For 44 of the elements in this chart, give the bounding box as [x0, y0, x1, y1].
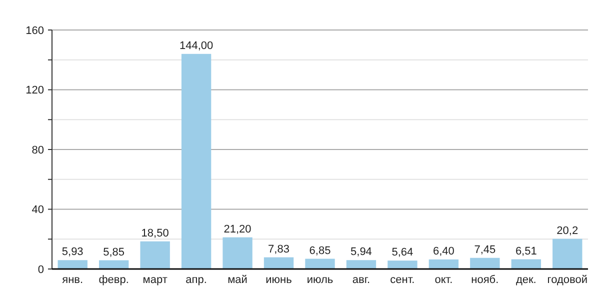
bar [181, 54, 212, 269]
x-tick-label: сент. [390, 274, 415, 286]
data-label: 7,45 [474, 244, 496, 256]
y-tick-label: 160 [26, 24, 44, 37]
bar [511, 259, 541, 269]
data-label: 6,85 [309, 244, 331, 257]
x-tick-label: годовой [547, 274, 588, 286]
x-tick-label: июнь [266, 274, 292, 286]
bar [222, 237, 252, 269]
x-tick-label: авг. [352, 274, 370, 286]
y-tick-label: 40 [32, 204, 44, 216]
x-tick-label: дек. [516, 274, 536, 286]
data-label: 5,64 [392, 246, 414, 259]
x-tick-label: февр. [98, 274, 129, 286]
y-tick-label: 0 [38, 264, 44, 276]
x-tick-label: май [228, 274, 248, 286]
data-label: 7,83 [268, 243, 290, 256]
bar [140, 241, 170, 269]
x-tick-label: нояб. [471, 274, 499, 286]
data-label: 5,94 [350, 246, 372, 258]
x-tick-label: март [142, 274, 168, 286]
bar [470, 258, 500, 269]
bar [305, 258, 335, 269]
bar [58, 260, 88, 269]
data-label: 6,51 [515, 245, 537, 258]
x-tick-label: янв. [62, 274, 84, 286]
x-tick-label: июль [306, 274, 334, 286]
data-label: 6,40 [432, 245, 454, 258]
data-label: 144,00 [179, 40, 214, 52]
data-label: 5,85 [103, 246, 125, 258]
bar [346, 260, 376, 269]
x-tick-label: окт. [434, 274, 453, 286]
bar [428, 259, 459, 269]
data-label: 5,93 [62, 246, 84, 258]
bar [552, 238, 582, 269]
y-tick-label: 80 [32, 144, 44, 156]
data-label: 20,2 [556, 224, 578, 237]
bar [388, 260, 418, 269]
y-tick-label: 120 [26, 84, 44, 97]
bar [99, 260, 129, 269]
bar [264, 257, 294, 269]
data-label: 21,20 [224, 223, 252, 236]
data-label: 18,50 [141, 227, 169, 240]
x-tick-label: апр. [186, 274, 207, 286]
